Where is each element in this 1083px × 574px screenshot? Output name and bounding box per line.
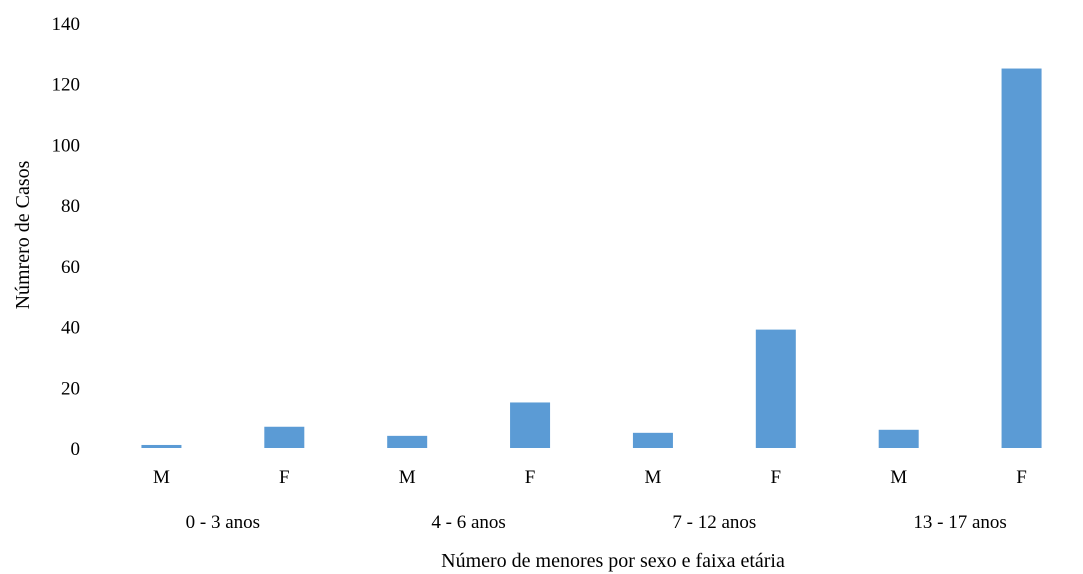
bar [632, 432, 673, 448]
x-category-label: F [279, 467, 290, 488]
y-tick-label: 0 [71, 439, 81, 460]
bar [141, 444, 182, 448]
x-group-label: 13 - 17 anos [913, 512, 1006, 533]
y-tick-label: 40 [61, 318, 80, 339]
x-category-label: M [644, 467, 661, 488]
bar [878, 429, 919, 448]
x-category-label: M [153, 467, 170, 488]
y-tick-label: 120 [52, 75, 81, 96]
x-category-label: F [525, 467, 536, 488]
y-tick-label: 20 [61, 378, 80, 399]
x-axis-title: Número de menores por sexo e faixa etári… [441, 550, 785, 572]
y-axis-title: Númrero de Casos [12, 160, 34, 309]
bar [755, 329, 796, 448]
x-group-label: 7 - 12 anos [672, 512, 756, 533]
y-tick-label: 80 [61, 196, 80, 217]
bar [510, 402, 551, 448]
y-axis-ticks: 0 20 40 60 80 100 120 140 [52, 14, 81, 460]
bar [264, 426, 305, 448]
x-category-label: F [1016, 467, 1027, 488]
bar [387, 435, 428, 448]
x-category-label: M [890, 467, 907, 488]
y-tick-label: 140 [52, 14, 81, 35]
x-group-label: 4 - 6 anos [431, 512, 505, 533]
x-group-label: 0 - 3 anos [186, 512, 260, 533]
x-category-label: M [399, 467, 416, 488]
x-category-label: F [771, 467, 782, 488]
y-tick-label: 60 [61, 257, 80, 278]
x-axis-group-labels: 0 - 3 anos 4 - 6 anos 7 - 12 anos 13 - 17 a… [186, 512, 1007, 533]
bar [1001, 68, 1042, 449]
y-tick-label: 100 [52, 135, 81, 156]
bars [141, 68, 1042, 449]
